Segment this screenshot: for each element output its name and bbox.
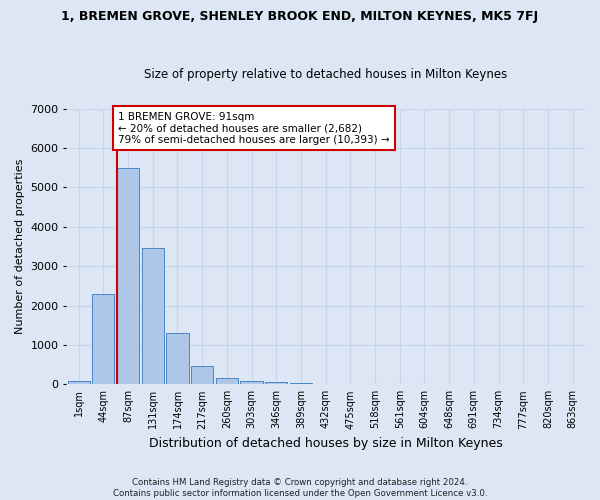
Bar xyxy=(290,382,312,384)
Bar xyxy=(166,332,188,384)
Bar xyxy=(92,294,115,384)
Text: Contains HM Land Registry data © Crown copyright and database right 2024.
Contai: Contains HM Land Registry data © Crown c… xyxy=(113,478,487,498)
Text: 1 BREMEN GROVE: 91sqm
← 20% of detached houses are smaller (2,682)
79% of semi-d: 1 BREMEN GROVE: 91sqm ← 20% of detached … xyxy=(118,112,390,145)
Bar xyxy=(216,378,238,384)
X-axis label: Distribution of detached houses by size in Milton Keynes: Distribution of detached houses by size … xyxy=(149,437,503,450)
Title: Size of property relative to detached houses in Milton Keynes: Size of property relative to detached ho… xyxy=(144,68,507,81)
Bar xyxy=(191,366,213,384)
Bar xyxy=(142,248,164,384)
Text: 1, BREMEN GROVE, SHENLEY BROOK END, MILTON KEYNES, MK5 7FJ: 1, BREMEN GROVE, SHENLEY BROOK END, MILT… xyxy=(61,10,539,23)
Y-axis label: Number of detached properties: Number of detached properties xyxy=(15,158,25,334)
Bar xyxy=(117,168,139,384)
Bar xyxy=(241,381,263,384)
Bar xyxy=(265,382,287,384)
Bar xyxy=(68,381,90,384)
